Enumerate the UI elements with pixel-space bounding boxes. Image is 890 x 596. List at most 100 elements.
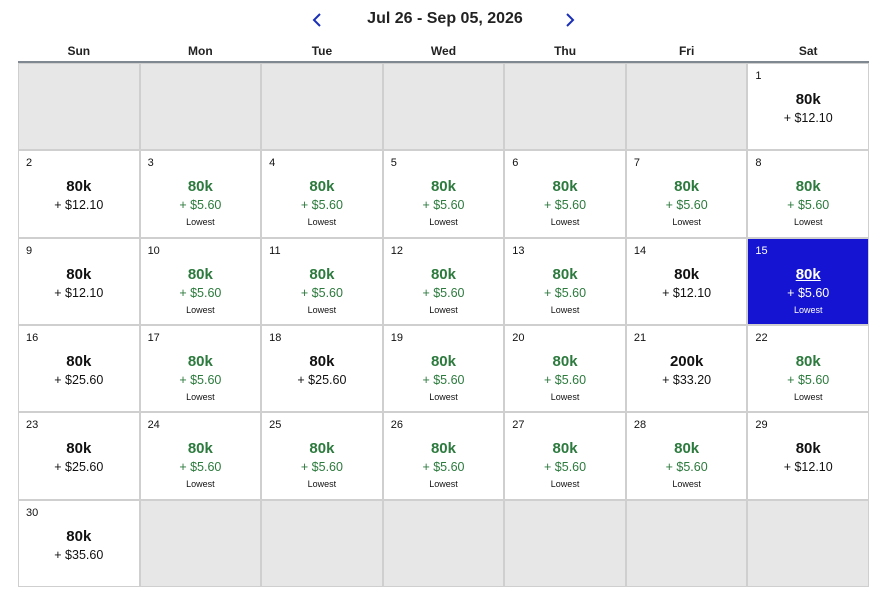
cash-fee: + $5.60	[179, 198, 222, 213]
day-cell[interactable]: 6 80k + $5.60 Lowest	[505, 151, 625, 237]
day-cell[interactable]: 26 80k + $5.60 Lowest	[383, 413, 504, 499]
cash-fee: + $5.60	[300, 460, 343, 475]
lowest-tag: Lowest	[429, 304, 458, 315]
day-cell[interactable]: 4 80k + $5.60 Lowest	[262, 151, 382, 237]
lowest-tag: Lowest	[307, 217, 337, 228]
day-number: 8	[755, 157, 762, 170]
cash-fee: + $25.60	[54, 373, 104, 387]
day-number: 28	[633, 419, 647, 432]
cash-fee: + $5.60	[665, 460, 708, 475]
points-price: 80k	[430, 440, 456, 458]
chevron-right-icon	[566, 13, 575, 27]
cash-fee: + $12.10	[662, 285, 712, 300]
lowest-tag: Lowest	[429, 392, 458, 402]
day-cell[interactable]: 23 80k + $25.60	[19, 413, 139, 499]
points-price: 80k	[66, 353, 92, 370]
lowest-tag: Lowest	[793, 304, 823, 315]
day-number: 14	[633, 244, 647, 257]
points-price: 80k	[674, 178, 700, 196]
lowest-tag: Lowest	[550, 217, 580, 228]
selected-day-cell[interactable]: 15 80k + $5.60 Lowest	[748, 238, 868, 324]
points-price: 80k	[187, 353, 213, 370]
day-number: 23	[26, 419, 39, 432]
empty-day-cell	[626, 64, 747, 150]
day-cell[interactable]: 19 80k + $5.60 Lowest	[383, 326, 504, 412]
empty-day-cell	[19, 64, 139, 150]
lowest-tag: Lowest	[186, 304, 215, 315]
cash-fee: + $12.10	[54, 285, 104, 300]
lowest-tag: Lowest	[672, 479, 701, 490]
weekday-label: Sat	[798, 44, 818, 58]
day-cell[interactable]: 8 80k + $5.60 Lowest	[748, 151, 868, 237]
day-number: 17	[147, 332, 160, 344]
day-number: 15	[755, 244, 768, 257]
lowest-tag: Lowest	[550, 479, 580, 490]
empty-day-cell	[626, 500, 747, 586]
calendar-grid: 1 80k + $12.10 2 80k + $12.10 3 80k + $5.60 Lowes…	[18, 63, 869, 587]
points-price: 80k	[795, 353, 821, 370]
day-cell[interactable]: 10 80k + $5.60 Lowest	[140, 238, 261, 324]
cash-fee: + $5.60	[300, 198, 343, 213]
day-number: 26	[390, 419, 403, 432]
points-price: 80k	[187, 178, 213, 196]
day-cell[interactable]: 21 200k + $33.20	[626, 326, 747, 412]
empty-day-cell	[262, 64, 382, 150]
day-cell[interactable]: 24 80k + $5.60 Lowest	[140, 413, 261, 499]
day-cell[interactable]: 18 80k + $25.60	[262, 326, 382, 412]
points-price: 80k	[552, 265, 578, 283]
day-cell[interactable]: 12 80k + $5.60 Lowest	[383, 238, 504, 324]
points-price: 80k	[430, 353, 456, 370]
day-cell[interactable]: 11 80k + $5.60 Lowest	[262, 238, 382, 324]
day-cell[interactable]: 28 80k + $5.60 Lowest	[626, 413, 747, 499]
day-cell[interactable]: 22 80k + $5.60 Lowest	[748, 326, 868, 412]
cash-fee: + $5.60	[787, 198, 830, 213]
day-number: 1	[755, 70, 762, 82]
cash-fee: + $5.60	[300, 285, 343, 300]
lowest-tag: Lowest	[186, 217, 215, 228]
weekday-header-row: Sun Mon Tue Wed Thu Fri Sat	[18, 43, 869, 64]
day-cell[interactable]: 27 80k + $5.60 Lowest	[505, 413, 625, 499]
day-cell[interactable]: 5 80k + $5.60 Lowest	[383, 151, 504, 237]
day-cell[interactable]: 29 80k + $12.10	[748, 413, 868, 499]
points-price: 80k	[795, 91, 821, 108]
previous-range-button[interactable]	[305, 9, 329, 31]
weekday-label: Fri	[678, 44, 695, 58]
points-price: 80k	[674, 265, 700, 283]
weekday-label: Mon	[188, 44, 213, 58]
day-cell[interactable]: 9 80k + $12.10	[19, 238, 139, 324]
day-cell[interactable]: 25 80k + $5.60 Lowest	[262, 413, 382, 499]
cash-fee: + $25.60	[54, 460, 104, 475]
empty-day-cell	[262, 500, 382, 586]
day-cell[interactable]: 3 80k + $5.60 Lowest	[140, 151, 261, 237]
points-price: 80k	[66, 178, 92, 196]
cash-fee: + $25.60	[297, 373, 347, 387]
points-price: 80k	[795, 265, 821, 283]
day-cell[interactable]: 20 80k + $5.60 Lowest	[505, 326, 625, 412]
day-number: 19	[390, 332, 403, 344]
lowest-tag: Lowest	[307, 479, 337, 490]
cash-fee: + $5.60	[787, 373, 830, 387]
day-cell[interactable]: 17 80k + $5.60 Lowest	[140, 326, 261, 412]
day-cell[interactable]: 30 80k + $35.60	[19, 500, 139, 586]
day-number: 29	[755, 419, 768, 432]
lowest-tag: Lowest	[793, 392, 823, 402]
cash-fee: + $5.60	[665, 198, 708, 213]
cash-fee: + $5.60	[422, 373, 465, 387]
cash-fee: + $5.60	[422, 198, 465, 213]
day-number: 20	[512, 332, 525, 344]
day-number: 11	[269, 244, 281, 257]
day-cell[interactable]: 1 80k + $12.10	[748, 64, 868, 150]
points-price: 80k	[66, 527, 92, 545]
day-cell[interactable]: 7 80k + $5.60 Lowest	[626, 151, 747, 237]
points-price: 80k	[309, 178, 335, 196]
day-cell[interactable]: 13 80k + $5.60 Lowest	[505, 238, 625, 324]
day-cell[interactable]: 2 80k + $12.10	[19, 151, 139, 237]
cash-fee: + $5.60	[422, 285, 465, 300]
next-range-button[interactable]	[558, 9, 582, 31]
cash-fee: + $5.60	[544, 285, 587, 300]
cash-fee: + $5.60	[422, 460, 465, 475]
day-cell[interactable]: 14 80k + $12.10	[626, 238, 747, 324]
cash-fee: + $5.60	[544, 373, 587, 387]
day-cell[interactable]: 16 80k + $25.60	[19, 326, 139, 412]
empty-day-cell	[505, 64, 625, 150]
